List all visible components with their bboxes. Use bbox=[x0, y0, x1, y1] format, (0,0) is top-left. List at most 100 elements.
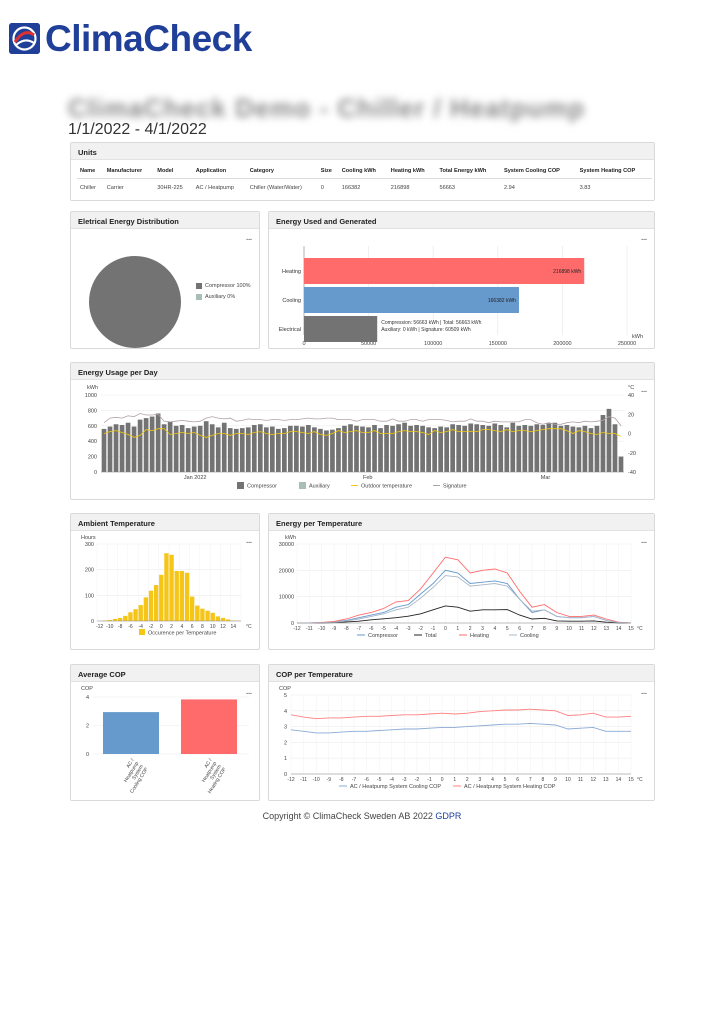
bar-compressor bbox=[396, 424, 401, 472]
bar-compressor bbox=[251, 425, 257, 472]
energy-per-day-title: Energy Usage per Day bbox=[71, 363, 654, 380]
x-tick-label: 2 bbox=[469, 626, 472, 632]
y-tick-label: 30000 bbox=[279, 542, 294, 548]
bar-compressor bbox=[137, 419, 143, 472]
line-cooling bbox=[297, 575, 632, 624]
bar-compressor bbox=[588, 428, 594, 472]
chart-menu-icon[interactable]: ... bbox=[641, 235, 647, 242]
y-axis-unit: kWh bbox=[285, 535, 296, 541]
chart-menu-icon[interactable]: ... bbox=[641, 387, 647, 394]
bar-compressor bbox=[107, 426, 113, 472]
chart-menu-icon[interactable]: ... bbox=[641, 689, 647, 696]
x-tick-label: Mar bbox=[541, 475, 551, 481]
y-tick-label: 3 bbox=[284, 725, 287, 731]
bar-compressor bbox=[552, 422, 558, 472]
chart-menu-icon[interactable]: ... bbox=[246, 538, 252, 545]
histogram-bar bbox=[128, 612, 133, 621]
tooltip-line: Compression: 56663 kWh | Total: 56663 kW… bbox=[381, 320, 481, 326]
units-column-header: Total Energy kWh bbox=[436, 164, 501, 179]
x-tick-label: 10 bbox=[565, 777, 571, 783]
x-tick-label: -1 bbox=[431, 626, 436, 632]
logo[interactable]: ClimaCheck bbox=[9, 18, 252, 58]
y-tick-label: 1 bbox=[284, 756, 287, 762]
x-tick-label: 2 bbox=[466, 777, 469, 783]
x-tick-label: 1 bbox=[456, 626, 459, 632]
bar-compressor bbox=[570, 426, 576, 472]
x-tick-label: -10 bbox=[318, 626, 325, 632]
legend-swatch bbox=[139, 629, 145, 635]
bar-compressor bbox=[300, 426, 305, 472]
bar-compressor bbox=[522, 425, 528, 472]
x-tick-label: 10 bbox=[210, 624, 216, 630]
histogram-bar bbox=[210, 612, 215, 621]
x-tick-label: 9 bbox=[555, 626, 558, 632]
energy-per-temperature-title: Energy per Temperature bbox=[269, 514, 654, 531]
y2-tick-label: 0 bbox=[628, 432, 631, 438]
histogram-bar bbox=[174, 570, 179, 621]
chart-menu-icon[interactable]: ... bbox=[641, 538, 647, 545]
bar-compressor bbox=[233, 428, 239, 472]
units-column-header: Application bbox=[192, 164, 247, 179]
histogram-bar bbox=[117, 617, 123, 621]
legend-swatch bbox=[196, 282, 202, 289]
chart-menu-icon[interactable]: ... bbox=[246, 689, 252, 696]
units-column-header: Category bbox=[246, 164, 318, 179]
x-tick-label: -1 bbox=[427, 777, 432, 783]
x-tick-label: 13 bbox=[603, 777, 609, 783]
logo-mark-icon bbox=[9, 22, 40, 54]
page-title: ClimaCheck Demo - Chiller / Heatpump bbox=[68, 93, 586, 123]
units-column-header: System Cooling COP bbox=[500, 164, 577, 179]
pie-legend-item-compressor[interactable]: Compressor 100% bbox=[196, 280, 251, 291]
chart-menu-icon[interactable]: ... bbox=[246, 235, 252, 242]
x-tick-label: -12 bbox=[293, 626, 300, 632]
x-tick-label: 10 bbox=[566, 626, 572, 632]
units-column-header: Heating kWh bbox=[387, 164, 437, 179]
y-axis-unit: COP bbox=[81, 686, 93, 692]
bar-compressor bbox=[456, 425, 462, 472]
average-cop-card: Average COP ... COP 0 2 4 AC /HeatpumpSystem… bbox=[70, 664, 260, 801]
y-tick-label: 10000 bbox=[279, 595, 294, 601]
date-range: 1/1/2022 - 4/1/2022 bbox=[68, 121, 207, 138]
energy-used-title: Energy Used and Generated bbox=[269, 212, 654, 229]
units-column-header: Name bbox=[77, 164, 104, 179]
bar-compressor bbox=[342, 425, 347, 472]
x-tick-label: -3 bbox=[402, 777, 407, 783]
units-table: Name Manufacturer Model Application Category… bbox=[77, 164, 652, 194]
x-tick-label: 150000 bbox=[489, 341, 507, 347]
bar-compressor bbox=[306, 425, 311, 472]
bar-compressor bbox=[113, 424, 119, 472]
bar-data-label: 166382 kWh bbox=[488, 298, 516, 304]
bar-compressor bbox=[504, 427, 510, 472]
histogram-bar bbox=[189, 596, 195, 621]
y-tick-label: 100 bbox=[85, 593, 94, 599]
x-tick-label: -10 bbox=[106, 624, 113, 630]
pie-legend: Compressor 100% Auxiliary 0% bbox=[196, 280, 251, 302]
units-card-title: Units bbox=[71, 143, 654, 160]
y-tick-label: 200 bbox=[85, 568, 94, 574]
bar-compressor bbox=[462, 425, 468, 472]
gdpr-link[interactable]: GDPR bbox=[435, 811, 462, 821]
y-tick-label: 1000 bbox=[85, 393, 97, 399]
bar-compressor bbox=[480, 425, 486, 472]
bar-compressor bbox=[378, 428, 383, 472]
bar-compressor bbox=[215, 427, 221, 472]
x-tick-label: 13 bbox=[603, 626, 609, 632]
y-tick-label: 0 bbox=[86, 752, 89, 758]
bar-compressor bbox=[432, 428, 437, 472]
x-tick-label: 14 bbox=[616, 626, 622, 632]
pie-legend-item-auxiliary[interactable]: Auxiliary 0% bbox=[196, 291, 251, 302]
average-cop-title: Average COP bbox=[71, 665, 259, 682]
units-card: Units Name Manufacturer Model Application Ca… bbox=[70, 142, 655, 201]
x-tick-label: 15 bbox=[628, 777, 634, 783]
electrical-distribution-title: Eletrical Energy Distribution bbox=[71, 212, 259, 229]
bar-compressor bbox=[239, 428, 245, 472]
table-row[interactable]: Chiller Carrier 30HR-225 AC / Heatpump Chill… bbox=[77, 179, 652, 195]
x-axis-unit: °C bbox=[637, 777, 643, 783]
x-tick-label: 12 bbox=[591, 626, 597, 632]
legend-label: Auxiliary 0% bbox=[205, 293, 236, 300]
x-tick-label: 14 bbox=[231, 624, 237, 630]
line-heating bbox=[297, 556, 632, 624]
y-tick-label: 400 bbox=[88, 439, 97, 445]
tooltip-line: Auxiliary: 0 kWh | Signature: 60509 kWh bbox=[381, 327, 471, 333]
